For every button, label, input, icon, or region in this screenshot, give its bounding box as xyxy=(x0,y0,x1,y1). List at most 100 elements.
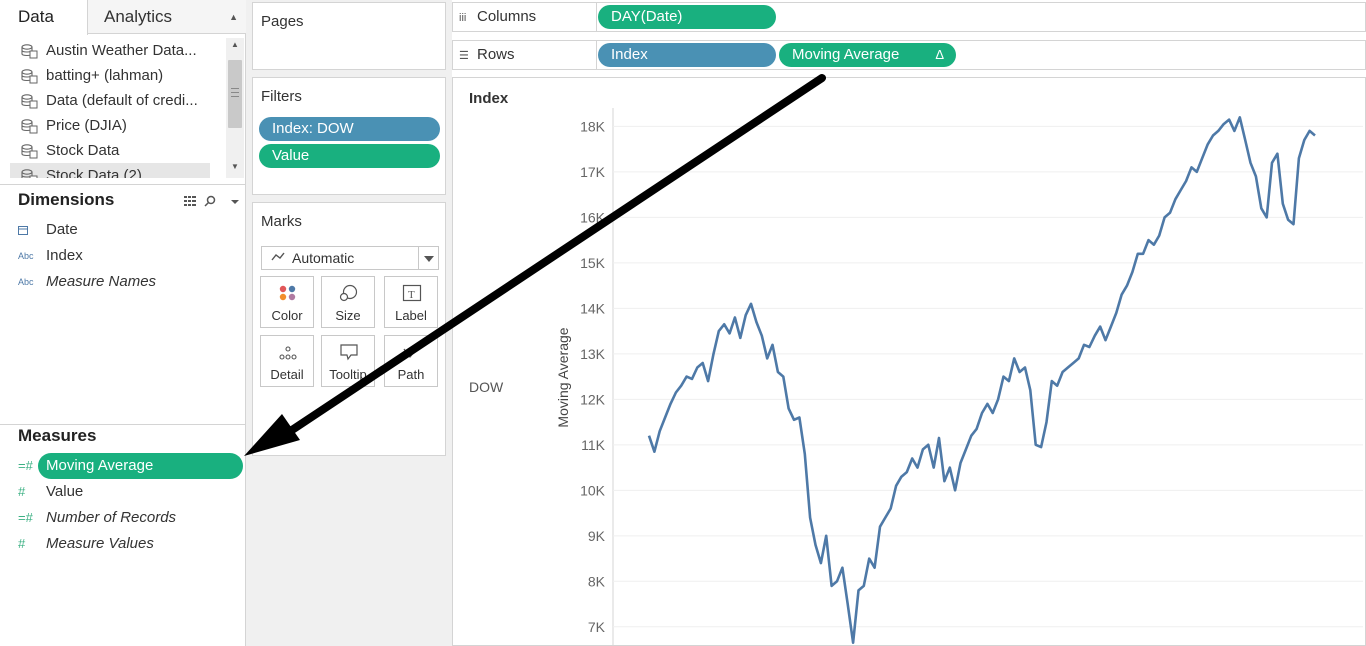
label-text-icon: T xyxy=(402,284,422,302)
filters-card[interactable]: Filters Index: DOW Value xyxy=(252,77,446,195)
marks-card: Marks Automatic Color Size T Label Detai… xyxy=(252,202,446,456)
y-tick-label: 9K xyxy=(588,528,606,544)
table-calc-delta-icon: Δ xyxy=(935,47,944,62)
filter-pill-value[interactable]: Value xyxy=(259,144,440,168)
calculated-measure-icon: =# xyxy=(18,510,33,525)
y-tick-label: 16K xyxy=(580,209,606,225)
y-tick-label: 7K xyxy=(588,619,606,635)
y-tick-label: 10K xyxy=(580,482,606,498)
color-label: Color xyxy=(271,308,303,323)
view-list-icon[interactable] xyxy=(184,196,196,206)
field-measure-names[interactable]: Abc Measure Names xyxy=(0,269,156,295)
color-icon xyxy=(279,285,296,301)
database-icon xyxy=(21,94,38,109)
datasource-item[interactable]: Data (default of credi... xyxy=(0,88,226,113)
line-mark-icon xyxy=(271,252,285,261)
number-type-icon: # xyxy=(18,536,26,551)
datasource-label: batting+ (lahman) xyxy=(46,67,164,84)
field-label: Value xyxy=(46,483,84,500)
scroll-down-icon[interactable]: ▼ xyxy=(231,162,239,171)
tab-analytics-label: Analytics xyxy=(104,7,173,26)
pages-title: Pages xyxy=(261,13,304,30)
detail-icon xyxy=(279,346,297,360)
datasource-label: Data (default of credi... xyxy=(46,92,198,109)
mark-type-value: Automatic xyxy=(292,250,355,266)
detail-button[interactable]: Detail xyxy=(260,335,314,387)
pane-tabbar: Data Analytics ▲ xyxy=(0,0,246,35)
y-tick-label: 11K xyxy=(581,437,606,453)
y-tick-label: 12K xyxy=(580,391,606,407)
y-axis-title: Moving Average xyxy=(555,327,571,427)
size-button[interactable]: Size xyxy=(321,276,375,328)
tooltip-icon xyxy=(340,344,358,361)
datasource-item[interactable]: batting+ (lahman) xyxy=(0,63,226,88)
tab-analytics[interactable]: Analytics ▲ xyxy=(88,0,246,34)
field-label: Measure Names xyxy=(46,273,157,290)
filter-pill-index[interactable]: Index: DOW xyxy=(259,117,440,141)
selected-field-highlight xyxy=(38,453,243,479)
marks-title: Marks xyxy=(261,213,302,230)
dimensions-title: Dimensions xyxy=(18,190,115,209)
database-icon xyxy=(21,144,38,159)
line-chart[interactable]: 7K 8K 9K 10K 11K 12K 13K 14K 15K 16K 17K 18K Moving … xyxy=(453,78,1365,645)
datasource-scrollbar[interactable]: ▲ ▼ xyxy=(226,38,244,178)
viz-area: Index DOW 7K 8K 9K 10K 11K 12K 13K 14K 15K 16K 17K… xyxy=(452,77,1366,646)
mark-type-select[interactable]: Automatic xyxy=(261,246,439,270)
field-value[interactable]: # Value xyxy=(0,479,83,505)
svg-text:T: T xyxy=(408,289,415,301)
size-icon xyxy=(339,284,358,302)
tab-data[interactable]: Data xyxy=(0,0,88,35)
pages-card[interactable]: Pages xyxy=(252,2,446,70)
filters-title: Filters xyxy=(261,88,302,105)
field-label: Index xyxy=(46,247,83,264)
string-type-icon: Abc xyxy=(18,251,34,261)
field-date[interactable]: Date xyxy=(0,217,78,243)
rows-label-text: Rows xyxy=(477,46,515,63)
calculated-measure-icon: =# xyxy=(18,458,33,473)
dropdown-arrow-icon[interactable] xyxy=(418,247,438,269)
string-type-icon: Abc xyxy=(18,277,34,287)
y-tick-label: 13K xyxy=(580,346,606,362)
database-icon xyxy=(21,119,38,134)
size-label: Size xyxy=(335,308,361,323)
number-type-icon: # xyxy=(18,484,26,499)
path-button[interactable]: Path xyxy=(384,335,438,387)
tab-scroll-arrows-icon[interactable]: ▲ xyxy=(229,12,238,22)
label-button[interactable]: T Label xyxy=(384,276,438,328)
columns-icon: iii xyxy=(459,12,467,24)
field-number-of-records[interactable]: =# Number of Records xyxy=(0,505,176,531)
datasource-item[interactable]: Austin Weather Data... xyxy=(0,38,226,63)
rows-shelf[interactable]: ☰ Rows Index Moving Average Δ xyxy=(452,40,1366,70)
datasource-label: Price (DJIA) xyxy=(46,117,127,134)
tooltip-button[interactable]: Tooltip xyxy=(321,335,375,387)
y-tick-label: 18K xyxy=(580,118,606,134)
columns-shelf[interactable]: iii Columns DAY(Date) xyxy=(452,2,1366,32)
chevron-down-icon[interactable] xyxy=(230,197,240,207)
rows-icon: ☰ xyxy=(459,50,469,62)
field-index[interactable]: Abc Index xyxy=(0,243,83,269)
y-tick-label: 8K xyxy=(588,573,606,589)
y-tick-label: 14K xyxy=(580,300,606,316)
path-label: Path xyxy=(397,367,425,382)
datasource-item[interactable]: Stock Data xyxy=(0,138,226,163)
y-tick-label: 15K xyxy=(580,255,606,271)
label-label: Label xyxy=(395,308,427,323)
scroll-thumb[interactable] xyxy=(228,60,242,128)
field-label: Date xyxy=(46,221,78,238)
rows-pill-index[interactable]: Index xyxy=(598,43,776,67)
search-icon[interactable] xyxy=(204,195,216,207)
columns-pill-day-date[interactable]: DAY(Date) xyxy=(598,5,776,29)
color-button[interactable]: Color xyxy=(260,276,314,328)
series-line[interactable] xyxy=(647,115,1316,645)
datasource-list: Austin Weather Data... batting+ (lahman) D… xyxy=(0,38,226,178)
scroll-up-icon[interactable]: ▲ xyxy=(231,40,239,49)
field-measure-values[interactable]: # Measure Values xyxy=(0,531,154,557)
rows-pill-moving-average-label: Moving Average xyxy=(792,46,900,63)
path-icon xyxy=(403,344,421,359)
detail-label: Detail xyxy=(270,367,304,382)
field-moving-average[interactable]: =# Moving Average xyxy=(0,453,153,479)
datasource-item[interactable]: Price (DJIA) xyxy=(0,113,226,138)
datasource-item[interactable]: Stock Data (2) xyxy=(10,163,210,178)
rows-pill-moving-average[interactable]: Moving Average Δ xyxy=(779,43,956,67)
field-label: Moving Average xyxy=(46,457,154,474)
